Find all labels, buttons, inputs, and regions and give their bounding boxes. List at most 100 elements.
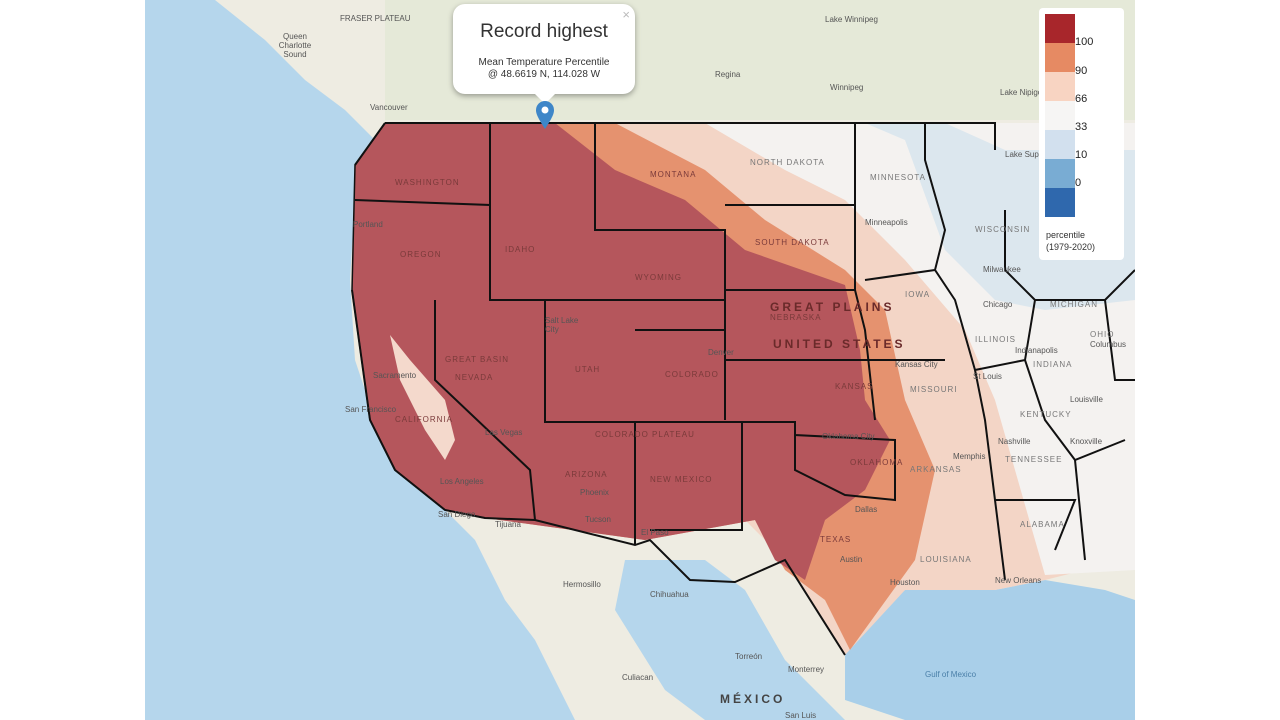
state-label: WISCONSIN: [975, 225, 1031, 234]
state-label: OREGON: [400, 250, 442, 259]
region-label: UNITED STATES: [773, 337, 906, 351]
city-label: Las Vegas: [485, 428, 523, 437]
state-label: ILLINOIS: [975, 335, 1016, 344]
city-label: New Orleans: [995, 576, 1042, 585]
city-label: Louisville: [1070, 395, 1103, 404]
city-label: El Paso: [641, 528, 669, 537]
legend-swatch: [1045, 43, 1075, 72]
city-label: Winnipeg: [830, 83, 864, 92]
city-label: Nashville: [998, 437, 1031, 446]
legend-value: 33: [1075, 121, 1088, 133]
map-canvas: [215, 0, 1135, 720]
state-label: MICHIGAN: [1050, 300, 1098, 309]
map[interactable]: FRASER PLATEAU Queen Charlotte Sound Lak…: [145, 0, 1135, 720]
region-label: GREAT BASIN: [445, 355, 510, 364]
legend-swatch: [1045, 14, 1075, 43]
state-label: TENNESSEE: [1005, 455, 1063, 464]
city-label: Houston: [890, 578, 920, 587]
legend-swatch: [1045, 101, 1075, 130]
city-label: Hermosillo: [563, 580, 601, 589]
state-label: SOUTH DAKOTA: [755, 238, 830, 247]
legend-value: 66: [1075, 93, 1088, 105]
state-label: KENTUCKY: [1020, 410, 1072, 419]
city-label: Torreón: [735, 652, 763, 661]
state-label: IOWA: [905, 290, 931, 299]
state-label: UTAH: [575, 365, 601, 374]
state-label: INDIANA: [1033, 360, 1073, 369]
city-label: Kansas City: [895, 360, 938, 369]
region-label: FRASER PLATEAU: [340, 14, 411, 23]
state-label: NEBRASKA: [770, 313, 822, 322]
city-label: Indianapolis: [1015, 346, 1058, 355]
map-marker-icon[interactable]: [534, 100, 556, 130]
map-popup: × Record highest Mean Temperature Percen…: [453, 4, 635, 104]
legend: 100 90 66 33 10 0 percentile (1979-2020): [1039, 8, 1124, 260]
state-label: COLORADO: [665, 370, 719, 379]
city-label: San Francisco: [345, 405, 397, 414]
city-label: Denver: [708, 348, 734, 357]
region-label: COLORADO PLATEAU: [595, 430, 695, 439]
us-record-highest: [352, 123, 890, 580]
popup-subtitle: Mean Temperature Percentile: [478, 57, 610, 68]
state-label: NORTH DAKOTA: [750, 158, 825, 167]
city-label: Los Angeles: [440, 477, 484, 486]
legend-value: 90: [1075, 65, 1088, 77]
city-label: Chihuahua: [650, 590, 689, 599]
gulf-of-mexico: [845, 580, 1135, 720]
legend-value: 100: [1075, 36, 1094, 48]
state-label: TEXAS: [820, 535, 852, 544]
city-label: Portland: [353, 220, 383, 229]
city-label: Culiacan: [622, 673, 654, 682]
region-label: Queen Charlotte Sound: [278, 32, 312, 59]
state-label: OHIO: [1090, 330, 1115, 339]
state-label: ARIZONA: [565, 470, 608, 479]
state-label: ALABAMA: [1020, 520, 1065, 529]
city-label: Dallas: [855, 505, 878, 514]
legend-swatch: [1045, 188, 1075, 217]
legend-swatch: [1045, 72, 1075, 101]
state-label: ARKANSAS: [910, 465, 962, 474]
state-label: NEW MEXICO: [650, 475, 713, 484]
region-label: Lake Nipigon: [1000, 88, 1047, 97]
city-label: Regina: [715, 70, 741, 79]
popup-coordinates: @ 48.6619 N, 114.028 W: [487, 69, 601, 80]
legend-swatch: [1045, 130, 1075, 159]
state-label: WYOMING: [635, 273, 682, 282]
state-label: MISSOURI: [910, 385, 958, 394]
state-label: NEVADA: [455, 373, 494, 382]
city-label: Phoenix: [580, 488, 609, 497]
state-label: WASHINGTON: [395, 178, 460, 187]
region-label: Lake Superior: [1005, 150, 1055, 159]
popup-title: Record highest: [480, 21, 608, 42]
central-valley-cool: [390, 335, 455, 460]
city-label: Sacramento: [373, 371, 417, 380]
state-label: KANSAS: [835, 382, 874, 391]
legend-period: (1979-2020): [1046, 242, 1096, 252]
region-label: MÉXICO: [720, 692, 786, 706]
city-label: Austin: [840, 555, 863, 564]
city-label: Columbus: [1090, 340, 1127, 349]
legend-value: 10: [1075, 149, 1088, 161]
city-label: San Diego: [438, 510, 476, 519]
legend-title: percentile: [1046, 230, 1086, 240]
city-label: Vancouver: [370, 103, 408, 112]
legend-swatch: [1045, 159, 1075, 188]
city-label: St Louis: [973, 372, 1002, 381]
city-label: Memphis: [953, 452, 986, 461]
state-label: MINNESOTA: [870, 173, 926, 182]
city-label: San Luis: [785, 711, 817, 720]
city-label: Chicago: [983, 300, 1013, 309]
state-label: MONTANA: [650, 170, 697, 179]
state-label: CALIFORNIA: [395, 415, 454, 424]
city-label: Monterrey: [788, 665, 825, 674]
region-label: Lake Winnipeg: [825, 15, 878, 24]
legend-value: 0: [1075, 177, 1082, 189]
region-label: GREAT PLAINS: [770, 300, 895, 314]
state-label: IDAHO: [505, 245, 536, 254]
city-label: Tijuana: [495, 520, 521, 529]
state-label: OKLAHOMA: [850, 458, 904, 467]
popup-close-button[interactable]: ×: [622, 7, 630, 22]
city-label: Salt Lake City: [545, 316, 579, 334]
city-label: Oklahoma City: [822, 432, 875, 441]
city-label: Minneapolis: [865, 218, 908, 227]
